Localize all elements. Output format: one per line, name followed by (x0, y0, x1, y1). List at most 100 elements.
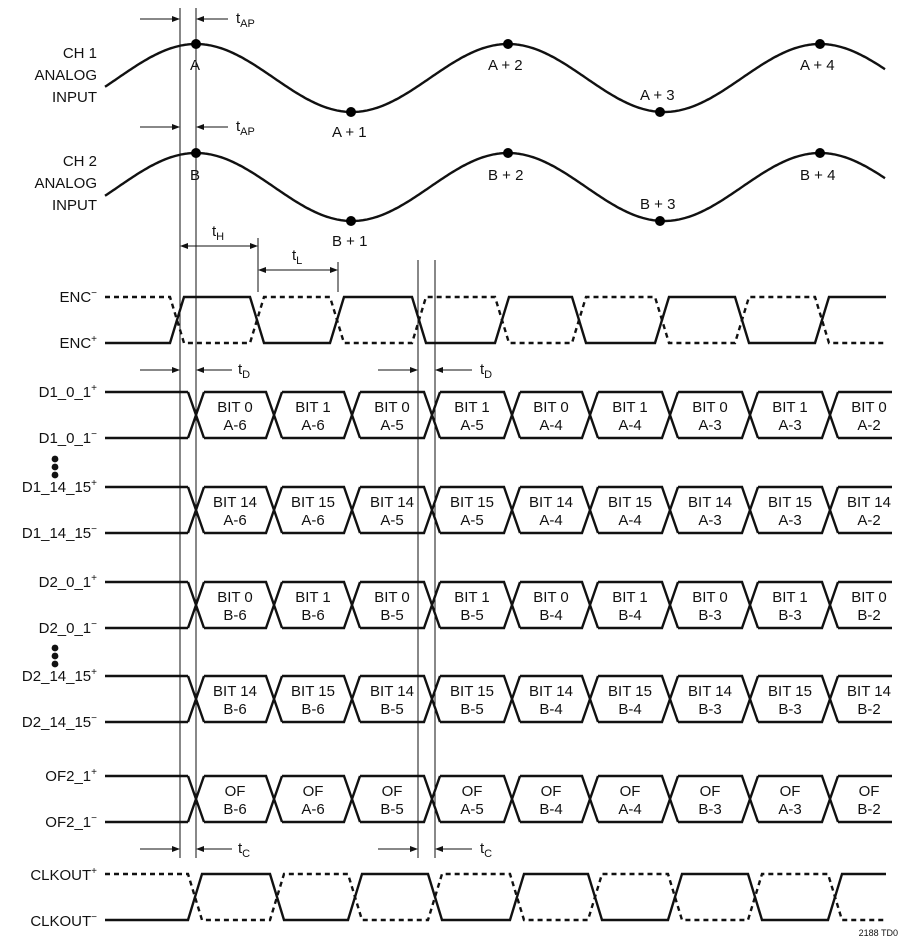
bus-cell-outline (758, 674, 840, 724)
bus-cell-outline (598, 485, 680, 535)
ch1-point-label-a3: A + 3 (640, 87, 675, 104)
ch2-point-label-b2: B + 2 (488, 167, 523, 184)
bus-plus-label: D2_0_1+ (39, 573, 98, 591)
bus-cell-outline (838, 774, 892, 824)
td-label-1: tD (238, 361, 250, 381)
bus-cell-sample: A-5 (460, 801, 483, 818)
bus-cell-sample: B-5 (460, 701, 483, 718)
th-arrowhead-left (180, 243, 188, 249)
ch2-point-label-b1: B + 1 (332, 233, 367, 250)
bus-cell-outline (440, 580, 522, 630)
ch1-point-label-a2: A + 2 (488, 57, 523, 74)
bus-cell-outline (520, 580, 600, 630)
bus-cell-label: BIT 14 (847, 683, 891, 700)
bus-cell-label: OF (462, 783, 483, 800)
bus-cell-label: BIT 0 (374, 589, 410, 606)
bus-cell-outline (204, 485, 284, 535)
bus-cell-sample: A-2 (857, 417, 880, 434)
ch2-analog-input: CH 2 ANALOG INPUT B B + 1 B + 2 B + 3 B … (34, 118, 886, 250)
bus-cell-outline (838, 674, 892, 724)
ch2-sample-point-b1 (346, 216, 356, 226)
tc-arrowhead-1-left (172, 846, 180, 852)
bus-cell-sample: A-3 (778, 801, 801, 818)
bus-cell-label: BIT 1 (295, 399, 331, 416)
bus-cell-label: BIT 0 (692, 399, 728, 416)
bus-cell-label: OF (382, 783, 403, 800)
ch2-sample-point-b (191, 148, 201, 158)
bus-cell-outline (520, 485, 600, 535)
bus-cell-sample: A-3 (698, 512, 721, 529)
ch1-sample-point-a1 (346, 107, 356, 117)
bus-cell-sample: B-3 (778, 607, 801, 624)
bus-cell-outline (282, 390, 362, 440)
bus-cell-label: BIT 15 (450, 683, 494, 700)
bus-plus-label: OF2_1+ (45, 767, 97, 785)
td-timing: tD tD (140, 361, 492, 381)
th-label: tH (212, 223, 224, 243)
bus-cell-label: BIT 15 (450, 494, 494, 511)
th-tl-timing: tH tL (180, 223, 338, 273)
bus-cell-sample: A-5 (460, 417, 483, 434)
ch1-tap-arrowhead-right (196, 16, 204, 22)
bus-cell-sample: A-6 (301, 417, 324, 434)
bus-cell-sample: B-2 (857, 701, 880, 718)
bus-cell-outline (598, 390, 680, 440)
bus-cell-label: BIT 14 (370, 494, 414, 511)
bus-cell-outline (440, 390, 522, 440)
ch1-label-line-3: INPUT (52, 89, 97, 106)
bus-minus-label: D2_0_1− (39, 619, 98, 637)
bus-cell-sample: A-5 (380, 512, 403, 529)
clkout-signal: CLKOUT+ CLKOUT− (30, 866, 886, 930)
bus-cell-outline (520, 390, 600, 440)
bus-cell-outline (838, 485, 892, 535)
ellipsis-dot (51, 660, 59, 668)
bus-cell-label: BIT 14 (847, 494, 891, 511)
enc-dashed-waveform (105, 295, 886, 345)
bus-cell-sample: B-6 (301, 701, 324, 718)
ch1-analog-input: CH 1 ANALOG INPUT A A + 1 A + 2 A + 3 A … (34, 10, 886, 141)
tl-label: tL (292, 247, 302, 267)
bus-cell-label: OF (780, 783, 801, 800)
bus-cell-label: OF (620, 783, 641, 800)
bus-cell-outline (678, 485, 760, 535)
ch1-sample-point-a (191, 39, 201, 49)
bus-minus-label: OF2_1− (45, 813, 97, 831)
ch1-sample-point-a3 (655, 107, 665, 117)
bus-cell-sample: B-3 (698, 607, 721, 624)
bus-cell-label: BIT 15 (768, 683, 812, 700)
bus-cell-label: BIT 15 (608, 494, 652, 511)
bus-cell-label: BIT 1 (454, 399, 490, 416)
bus-cell-sample: B-2 (857, 607, 880, 624)
td-arrowhead-2-left (410, 367, 418, 373)
bus-cell-label: BIT 14 (529, 494, 573, 511)
bus-cell-label: BIT 0 (533, 589, 569, 606)
bus-cell-sample: A-3 (778, 417, 801, 434)
enc-minus-label: ENC− (59, 288, 97, 306)
bus-cell-label: OF (700, 783, 721, 800)
bus-cell-sample: B-6 (223, 701, 246, 718)
bus-cell-outline (758, 485, 840, 535)
th-arrowhead-right (250, 243, 258, 249)
bus-cell-sample: A-5 (380, 417, 403, 434)
ch2-tap-arrowhead-left (172, 124, 180, 130)
bus-cell-label: OF (541, 783, 562, 800)
ch2-sample-point-b4 (815, 148, 825, 158)
bus-cross (186, 775, 206, 823)
bus-minus-label: D1_0_1− (39, 429, 98, 447)
td-arrowhead-1-left (172, 367, 180, 373)
bus-cell-sample: B-3 (698, 701, 721, 718)
bus-cell-label: BIT 1 (295, 589, 331, 606)
bus-cell-sample: A-6 (223, 512, 246, 529)
td-arrowhead-2-right (435, 367, 443, 373)
bus-cell-label: BIT 15 (291, 683, 335, 700)
clkout-solid-waveform (105, 872, 886, 922)
ch2-label-line-1: CH 2 (63, 153, 97, 170)
ellipsis-dot (51, 652, 59, 660)
bus-cell-label: BIT 0 (533, 399, 569, 416)
bus-cell-sample: B-3 (778, 701, 801, 718)
ch1-sample-point-a4 (815, 39, 825, 49)
